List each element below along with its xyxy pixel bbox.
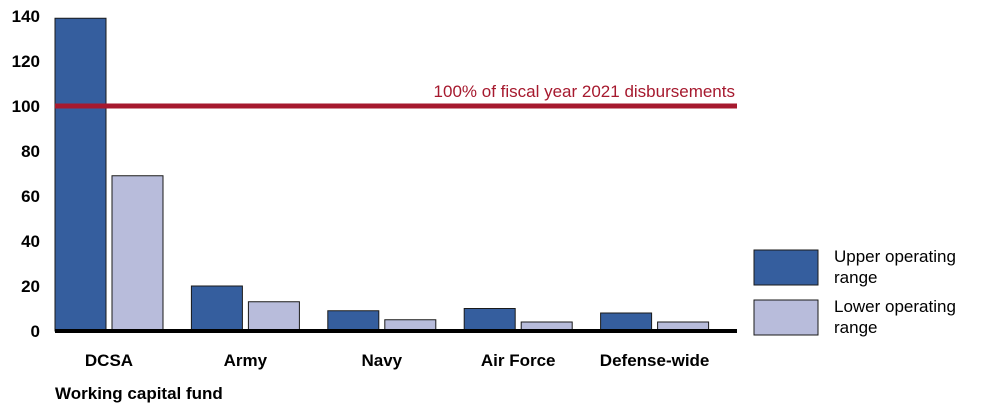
- category-label: Army: [224, 351, 268, 370]
- y-tick-label: 80: [21, 142, 40, 161]
- bar-lower-army: [247, 301, 300, 332]
- bar-upper-army: [190, 285, 243, 332]
- category-label: Air Force: [481, 351, 556, 370]
- x-axis-title: Working capital fund: [55, 384, 223, 403]
- legend-label-lower: Lower operating range: [834, 297, 956, 337]
- y-tick-label: 20: [21, 277, 40, 296]
- bar-upper-air-force: [463, 308, 516, 332]
- y-tick-label: 40: [21, 232, 40, 251]
- y-axis: 0 20 40 60 80 100 120 140: [12, 7, 40, 341]
- legend-swatch-upper: [753, 249, 819, 286]
- category-label: Defense-wide: [600, 351, 710, 370]
- y-tick-label: 60: [21, 187, 40, 206]
- bars: [54, 17, 710, 332]
- bar-upper-defense-wide: [600, 312, 653, 332]
- y-tick-label: 140: [12, 7, 40, 26]
- category-label: Navy: [361, 351, 402, 370]
- legend-swatch-lower: [753, 299, 819, 336]
- y-tick-label: 120: [12, 52, 40, 71]
- bar-lower-dcsa: [111, 175, 164, 332]
- bar-upper-dcsa: [54, 17, 107, 332]
- legend: Upper operating range Lower operating range: [753, 247, 956, 337]
- category-labels: DCSA Army Navy Air Force Defense-wide: [85, 351, 709, 370]
- legend-label-upper: Upper operating range: [834, 247, 956, 287]
- y-tick-label: 0: [31, 322, 40, 341]
- reference-line-group: 100% of fiscal year 2021 disbursements: [55, 82, 737, 109]
- category-label: DCSA: [85, 351, 133, 370]
- y-tick-label: 100: [12, 97, 40, 116]
- bar-upper-navy: [327, 310, 380, 332]
- reference-line-label: 100% of fiscal year 2021 disbursements: [434, 82, 735, 101]
